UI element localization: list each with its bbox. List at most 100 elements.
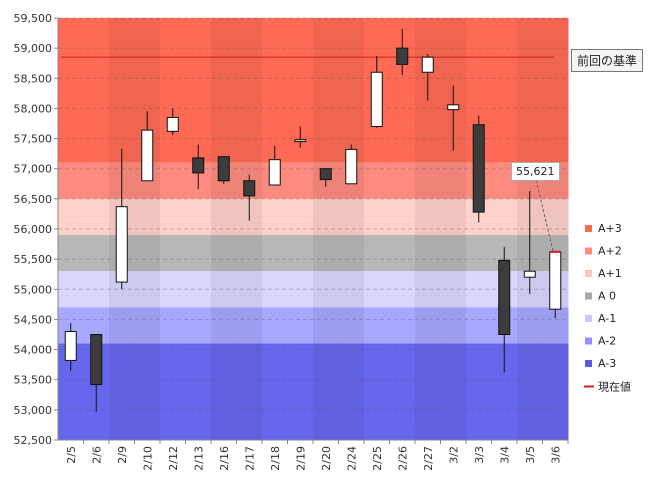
band-cell bbox=[313, 307, 339, 344]
band-cell bbox=[236, 271, 263, 308]
y-tick-label: 58,000 bbox=[14, 102, 53, 115]
band-cell bbox=[134, 307, 161, 344]
legend-swatch bbox=[585, 292, 592, 300]
band-cell bbox=[440, 162, 467, 199]
band-cell bbox=[109, 343, 135, 440]
candle-body bbox=[166, 116, 179, 132]
band-cell bbox=[134, 343, 161, 440]
band-cell bbox=[415, 271, 441, 308]
x-tick-label: 2/19 bbox=[294, 446, 307, 471]
x-tick-label: 2/9 bbox=[116, 446, 129, 464]
band-cell bbox=[109, 307, 135, 344]
x-tick-label: 2/6 bbox=[90, 446, 103, 464]
y-tick-label: 59,500 bbox=[14, 12, 53, 25]
band-cell bbox=[160, 343, 186, 440]
candle-body bbox=[345, 148, 358, 185]
legend: A+3 A+2 A+1 A 0 A-1 A-2 A-3 現在値 bbox=[584, 222, 631, 394]
candle-body bbox=[498, 259, 511, 335]
band-cell bbox=[58, 271, 84, 308]
band-cell bbox=[440, 343, 467, 440]
candle-body bbox=[90, 334, 103, 386]
band-cell bbox=[262, 271, 288, 308]
y-tick-label: 53,500 bbox=[14, 374, 53, 387]
candle-body bbox=[447, 104, 460, 111]
x-tick-label: 2/16 bbox=[218, 446, 231, 471]
band-cell bbox=[389, 307, 416, 344]
band-cell bbox=[542, 343, 569, 440]
candle-body bbox=[523, 270, 536, 278]
x-tick-label: 3/5 bbox=[524, 446, 537, 464]
candle-body bbox=[243, 180, 256, 197]
band-cell bbox=[109, 18, 135, 163]
band-cell bbox=[389, 235, 416, 272]
band-cell bbox=[185, 198, 212, 236]
band-cell bbox=[440, 235, 467, 272]
candle-body bbox=[370, 71, 383, 128]
band-cell bbox=[491, 18, 518, 163]
band-cell bbox=[338, 235, 365, 272]
band-cell bbox=[415, 198, 441, 236]
band-cell bbox=[134, 271, 161, 308]
axes-layer: 52,500 53,000 53,500 54,000 54,500 55,000 55,5… bbox=[14, 12, 569, 471]
legend-swatch bbox=[585, 247, 592, 255]
band-cell bbox=[313, 343, 339, 440]
band-cell bbox=[58, 162, 84, 199]
band-layer bbox=[58, 18, 569, 440]
x-tick-label: 3/3 bbox=[473, 446, 486, 464]
candle-body bbox=[141, 129, 154, 182]
candle-body bbox=[115, 206, 128, 283]
band-cell bbox=[440, 307, 467, 344]
x-tick-label: 3/6 bbox=[549, 446, 562, 464]
y-tick-label: 57,000 bbox=[14, 163, 53, 176]
band-cell bbox=[287, 162, 314, 199]
band-cell bbox=[58, 235, 84, 272]
band-cell bbox=[517, 343, 543, 440]
legend-swatch bbox=[585, 337, 592, 345]
x-tick-label: 2/18 bbox=[269, 446, 282, 471]
band-cell bbox=[440, 198, 467, 236]
x-tick-label: 2/10 bbox=[141, 446, 154, 471]
callout-leader-line bbox=[535, 179, 554, 252]
candle-body bbox=[421, 56, 434, 73]
band-cell bbox=[160, 18, 186, 163]
x-tick-label: 3/2 bbox=[447, 446, 460, 464]
band-cell bbox=[491, 198, 518, 236]
band-cell bbox=[517, 307, 543, 344]
band-cell bbox=[542, 18, 569, 163]
band-cell bbox=[364, 307, 390, 344]
band-cell bbox=[542, 198, 569, 236]
y-tick-label: 54,500 bbox=[14, 313, 53, 326]
legend-swatch bbox=[585, 360, 592, 367]
candle-body bbox=[217, 156, 230, 182]
legend-label: 現在値 bbox=[598, 381, 631, 394]
band-cell bbox=[185, 343, 212, 440]
band-cell bbox=[262, 235, 288, 272]
legend-label: A+2 bbox=[598, 245, 622, 258]
candle-body bbox=[294, 139, 307, 143]
band-cell bbox=[415, 235, 441, 272]
band-cell bbox=[466, 307, 492, 344]
band-cell bbox=[185, 307, 212, 344]
band-cell bbox=[185, 18, 212, 163]
y-tick-label: 58,500 bbox=[14, 72, 53, 85]
legend-label: A+3 bbox=[598, 222, 622, 235]
y-tick-label: 53,000 bbox=[14, 404, 53, 417]
x-tick-label: 2/17 bbox=[243, 446, 256, 471]
band-cell bbox=[338, 198, 365, 236]
band-cell bbox=[134, 198, 161, 236]
reference-line-label: 前回の基準 bbox=[571, 49, 644, 72]
band-cell bbox=[338, 271, 365, 308]
band-cell bbox=[211, 18, 237, 163]
band-cell bbox=[211, 271, 237, 308]
y-tick-label: 52,500 bbox=[14, 434, 53, 447]
band-cell bbox=[160, 271, 186, 308]
band-cell bbox=[83, 271, 110, 308]
band-cell bbox=[415, 343, 441, 440]
band-cell bbox=[466, 343, 492, 440]
band-cell bbox=[364, 235, 390, 272]
band-cell bbox=[262, 18, 288, 163]
band-cell bbox=[83, 18, 110, 163]
y-tick-label: 55,000 bbox=[14, 283, 53, 296]
band-cell bbox=[262, 307, 288, 344]
y-tick-label: 56,000 bbox=[14, 223, 53, 236]
